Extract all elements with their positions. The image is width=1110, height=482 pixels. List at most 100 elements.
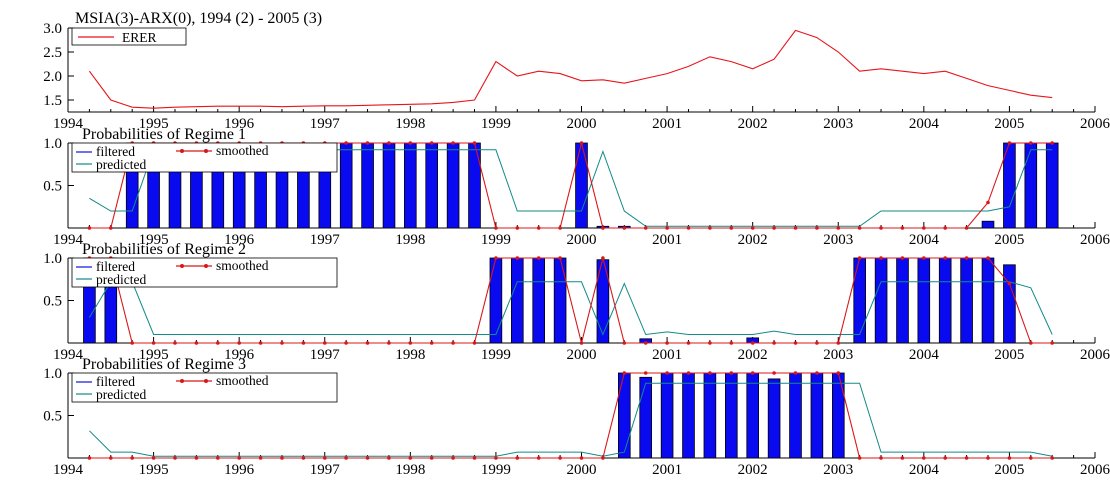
smoothed-marker <box>494 456 498 460</box>
x-tick-label: 1998 <box>395 462 425 477</box>
legend-box <box>71 27 187 46</box>
smoothed-marker <box>344 456 348 460</box>
y-tick-label: 1.5 <box>43 93 62 109</box>
smoothed-marker <box>793 371 798 375</box>
smoothed-marker <box>536 456 541 460</box>
smoothed-marker <box>1007 281 1012 286</box>
filtered-bar <box>725 372 738 459</box>
smoothed-marker <box>344 341 348 345</box>
legend-label: filtered <box>96 259 135 274</box>
smoothed-marker <box>922 226 926 230</box>
x-tick-label: 2004 <box>909 116 940 132</box>
smoothed-marker <box>622 226 627 230</box>
x-tick-label: 1996 <box>224 462 255 477</box>
y-tick-label: 1.0 <box>43 366 62 382</box>
y-tick-label: 0.5 <box>43 409 62 425</box>
filtered-bar <box>981 220 995 229</box>
smoothed-marker <box>173 341 177 345</box>
x-tick-label: 1998 <box>395 232 425 248</box>
smoothed-marker <box>515 456 520 460</box>
legend: ERER <box>71 27 187 46</box>
x-tick-label: 1994 <box>53 232 84 248</box>
panel-4: 1994 1995 1996 1997 1998 1999 2000 2001 2002 2003… <box>43 356 1110 478</box>
smoothed-marker <box>943 226 947 230</box>
legend-box <box>71 257 338 288</box>
smoothed-marker <box>408 141 413 145</box>
filtered-bar <box>746 372 759 459</box>
x-tick-label: 2002 <box>738 462 768 477</box>
filtered-bar <box>639 376 652 459</box>
x-tick-label: 1995 <box>139 347 169 363</box>
smoothed-marker <box>258 456 263 460</box>
x-tick-label: 2005 <box>994 232 1024 248</box>
legend: filtered smoothed predicted <box>71 257 338 288</box>
x-tick-label: 1999 <box>481 347 511 363</box>
filtered-bar <box>810 372 824 459</box>
smoothed-marker <box>1007 141 1012 145</box>
legend-label: filtered <box>96 144 135 159</box>
smoothed-marker <box>579 456 584 460</box>
filtered-bar <box>682 372 695 459</box>
filtered-bar <box>489 257 503 344</box>
x-tick-label: 1998 <box>395 116 425 132</box>
panel-title: MSIA(3)-ARX(0), 1994 (2) - 2005 (3) <box>75 10 322 27</box>
x-tick-label: 1996 <box>224 232 255 248</box>
smoothed-marker <box>665 341 669 345</box>
smoothed-marker <box>836 341 841 345</box>
filtered-bar <box>896 257 909 344</box>
smoothed-marker <box>708 341 712 345</box>
smoothed-marker <box>387 456 391 460</box>
x-tick-label: 2005 <box>994 116 1024 132</box>
smoothed-marker <box>750 371 755 375</box>
y-tick-label: 2.5 <box>43 45 62 61</box>
smoothed-marker <box>964 456 969 460</box>
legend-label: predicted <box>96 157 146 172</box>
smoothed-marker <box>109 226 113 230</box>
smoothed-marker <box>1029 141 1033 145</box>
x-tick-label: 2000 <box>567 232 597 248</box>
smoothed-marker <box>173 456 177 460</box>
x-tick-label: 1996 <box>224 116 255 132</box>
x-tick-label: 2003 <box>823 462 853 477</box>
smoothed-marker <box>87 226 92 230</box>
legend-marker-smoothed <box>180 264 184 268</box>
panel-1: 1994 1995 1996 1997 1998 1999 2000 2001 2002 2003… <box>43 10 1110 132</box>
legend-box <box>71 372 338 403</box>
filtered-bar <box>938 257 952 344</box>
legend-marker-smoothed <box>180 149 184 153</box>
smoothed-marker <box>429 456 434 460</box>
x-tick-label: 2005 <box>994 462 1024 477</box>
smoothed-marker <box>1050 141 1054 145</box>
smoothed-marker <box>622 341 627 345</box>
panel-2: 1994 1995 1996 1997 1998 1999 2000 2001 2002 2003… <box>43 126 1110 248</box>
smoothed-marker <box>815 341 819 345</box>
y-tick-label: 1.0 <box>43 251 62 267</box>
smoothed-marker <box>1050 456 1054 460</box>
smoothed-marker <box>579 141 584 145</box>
filtered-bar <box>981 257 995 344</box>
smoothed-marker <box>558 226 562 230</box>
smoothed-marker <box>986 456 990 460</box>
smoothed-marker <box>643 341 648 345</box>
x-tick-label: 2004 <box>909 462 940 477</box>
smoothed-marker <box>109 456 113 460</box>
x-tick-label: 1995 <box>139 232 169 248</box>
smoothed-marker <box>408 456 413 460</box>
smoothed-marker <box>536 226 541 230</box>
smoothed-marker <box>793 226 798 230</box>
filtered-bar <box>361 142 374 229</box>
legend-label: ERER <box>122 30 157 45</box>
smoothed-marker <box>494 226 498 230</box>
x-tick-label: 1994 <box>53 116 84 132</box>
smoothed-marker <box>130 341 134 345</box>
smoothed-marker <box>365 141 370 145</box>
smoothed-marker <box>708 226 712 230</box>
y-tick-label: 0.5 <box>43 294 62 310</box>
filtered-bar <box>446 142 460 229</box>
smoothed-marker <box>280 456 284 460</box>
x-tick-label: 1997 <box>310 232 341 248</box>
filtered-bar <box>468 142 481 229</box>
smoothed-marker <box>365 341 370 345</box>
x-tick-label: 2001 <box>652 462 682 477</box>
